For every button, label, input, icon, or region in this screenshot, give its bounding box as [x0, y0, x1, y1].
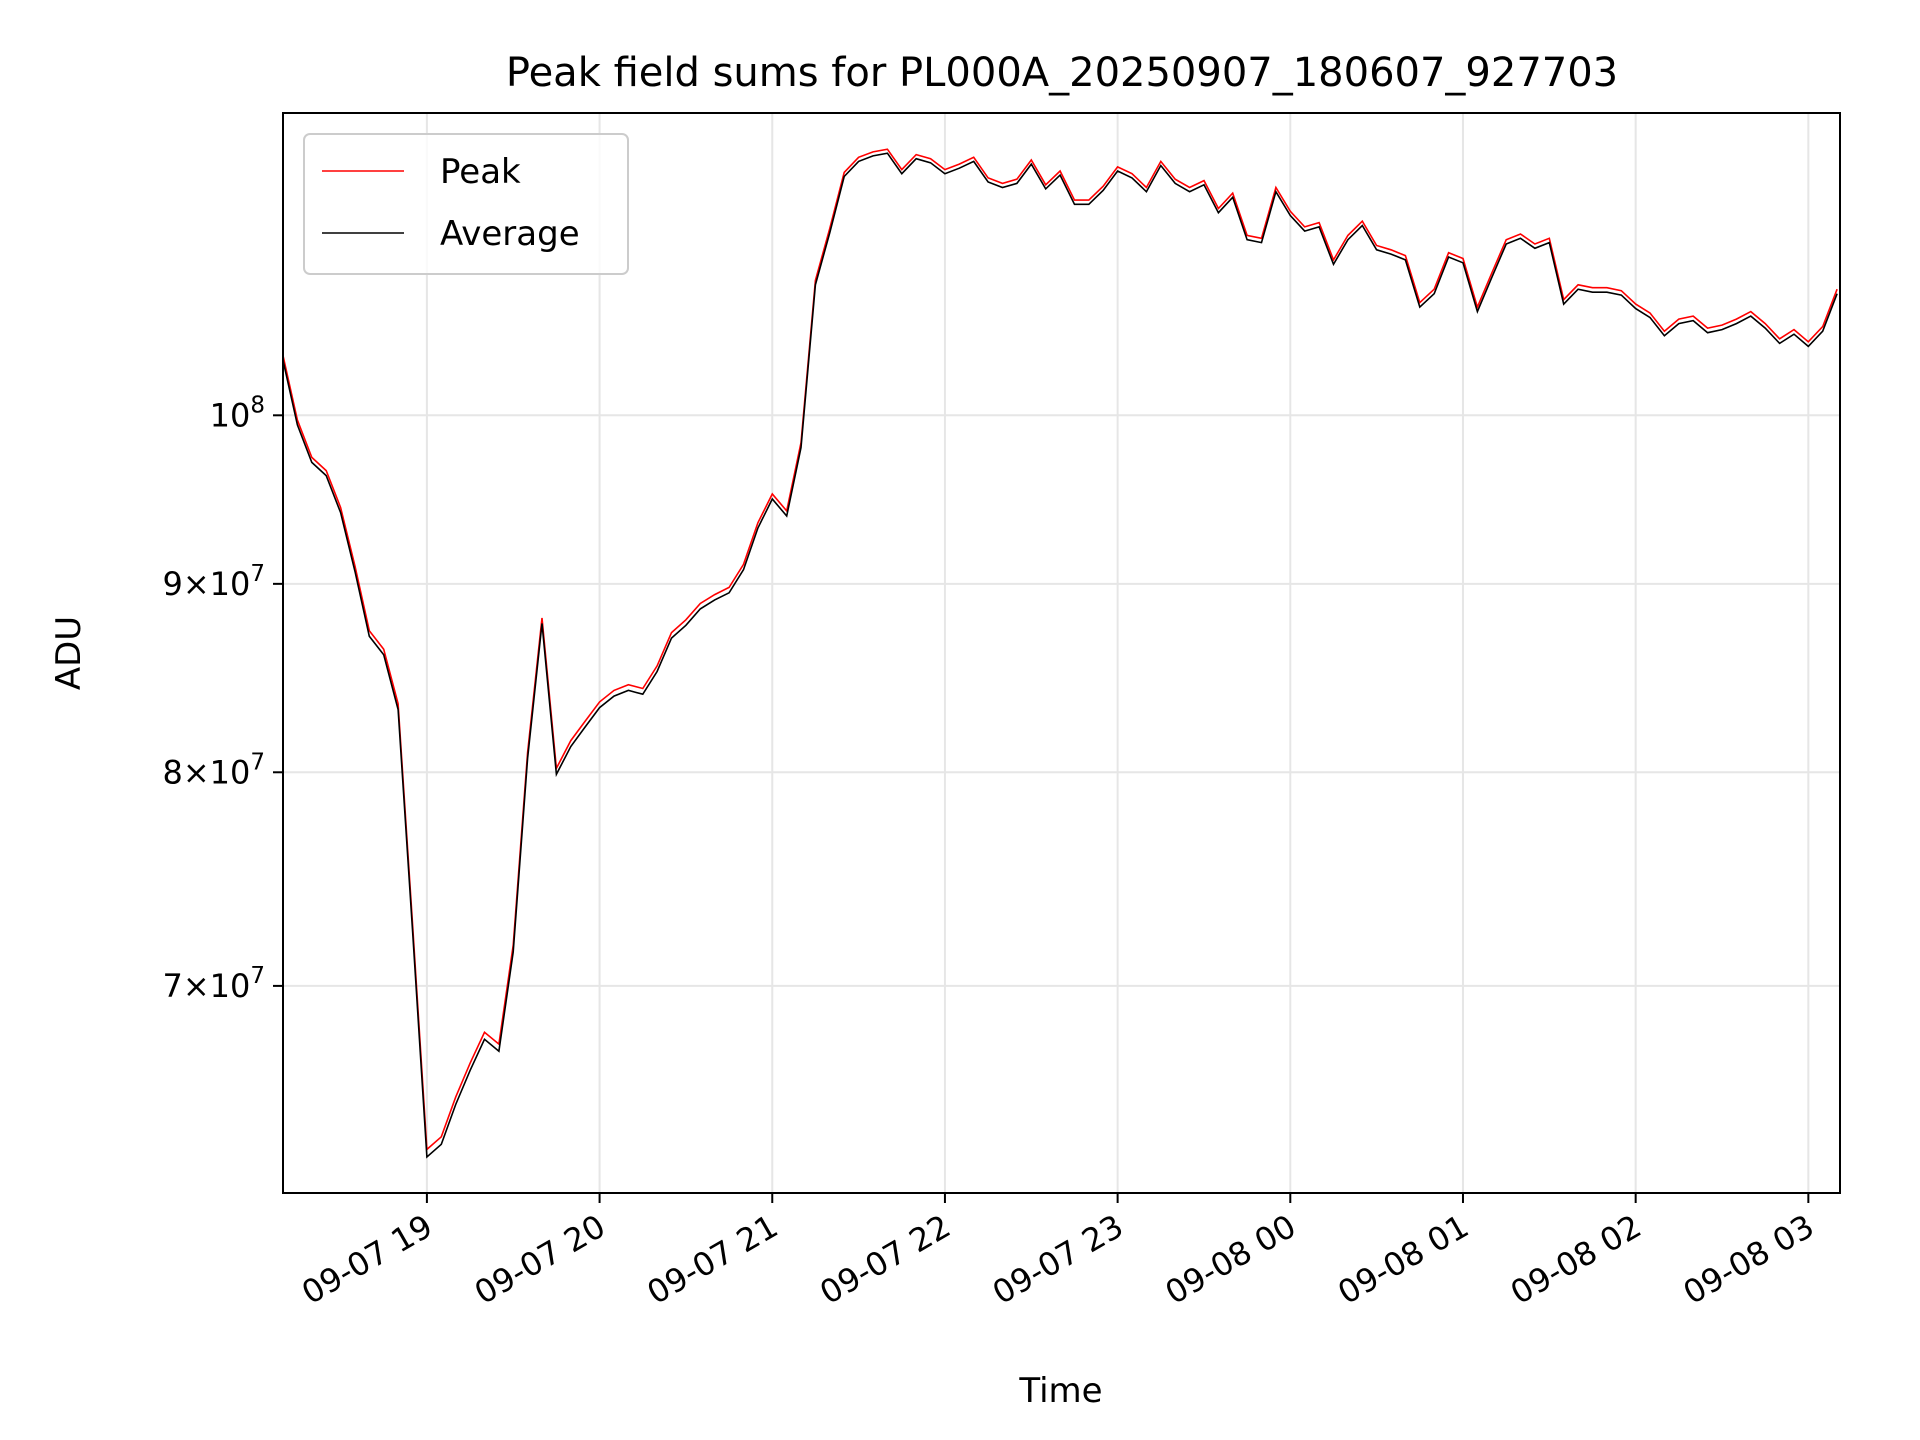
plot-area	[283, 113, 1840, 1193]
chart-title: Peak field sums for PL000A_20250907_1806…	[506, 50, 1618, 96]
legend-box	[303, 133, 629, 275]
legend-label-average: Average	[440, 214, 580, 254]
legend: Peak Average	[303, 133, 629, 275]
grid-lines	[283, 113, 1840, 1193]
data-series	[282, 148, 1838, 1159]
y-tick-label: 108	[210, 392, 265, 434]
y-axis-ticks: 7×107 8×107 9×107 108	[162, 392, 283, 1005]
legend-label-peak: Peak	[440, 152, 521, 192]
y-tick-label: 7×107	[162, 963, 265, 1005]
y-tick-label: 8×107	[162, 749, 265, 791]
series-line-average	[282, 152, 1838, 1159]
y-tick-label: 9×107	[162, 561, 265, 603]
series-line-peak	[282, 148, 1838, 1152]
y-axis-label: ADU	[49, 616, 89, 690]
x-axis-label: Time	[1018, 1371, 1102, 1411]
plot-frame	[282, 112, 1841, 1194]
